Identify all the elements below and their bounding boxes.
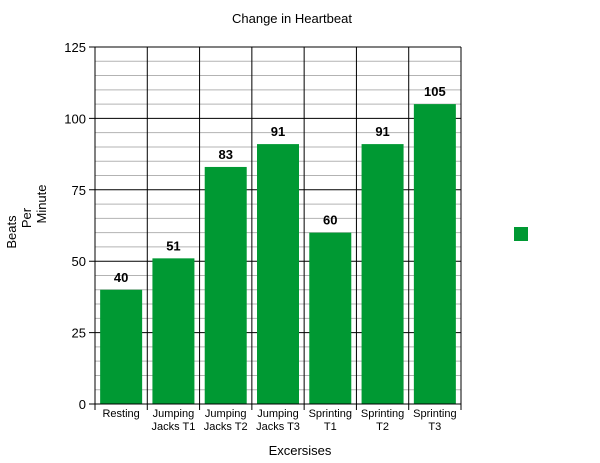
x-tick-label: Jumping	[257, 408, 299, 420]
bar	[152, 258, 195, 404]
x-tick-label: Jacks T2	[204, 421, 248, 433]
bar	[204, 166, 247, 404]
y-axis-label-line: Beats	[4, 215, 19, 249]
y-tick-label: 125	[64, 40, 86, 55]
y-axis-label-line: Per	[19, 207, 34, 228]
bar	[361, 144, 404, 404]
data-label: 105	[424, 84, 446, 99]
bar	[100, 289, 143, 404]
y-tick-label: 0	[79, 397, 86, 412]
bar	[309, 232, 352, 404]
x-tick-label: Sprinting	[361, 408, 404, 420]
legend-swatch	[514, 227, 528, 241]
chart-title: Change in Heartbeat	[232, 11, 352, 26]
x-tick-label: Sprinting	[413, 408, 456, 420]
y-tick-label: 100	[64, 111, 86, 126]
data-label: 40	[114, 270, 128, 285]
data-label: 91	[271, 124, 285, 139]
data-label: 83	[218, 147, 232, 162]
x-tick-label: Jumping	[153, 408, 195, 420]
y-tick-label: 75	[72, 183, 86, 198]
y-axis-label-line: Minute	[34, 184, 49, 223]
data-label: 51	[166, 238, 180, 253]
x-tick-label: Jacks T1	[152, 421, 196, 433]
x-tick-label: Sprinting	[309, 408, 352, 420]
axes	[94, 47, 461, 405]
bar	[257, 144, 299, 404]
x-tick-label: Jumping	[205, 408, 247, 420]
x-tick-label: T1	[324, 421, 337, 433]
x-axis-label: Excersises	[269, 443, 332, 458]
y-tick-label: 25	[72, 326, 86, 341]
bar	[413, 104, 456, 405]
bars	[100, 104, 456, 405]
x-tick-label: T3	[428, 421, 441, 433]
y-tick-label: 50	[72, 254, 86, 269]
data-label: 91	[375, 124, 389, 139]
x-tick-label: Jacks T3	[256, 421, 300, 433]
x-tick-label: T2	[376, 421, 389, 433]
y-axis-label: Beats Per Minute	[4, 184, 49, 248]
x-tick-label: Resting	[102, 408, 139, 420]
data-label: 60	[323, 213, 337, 228]
